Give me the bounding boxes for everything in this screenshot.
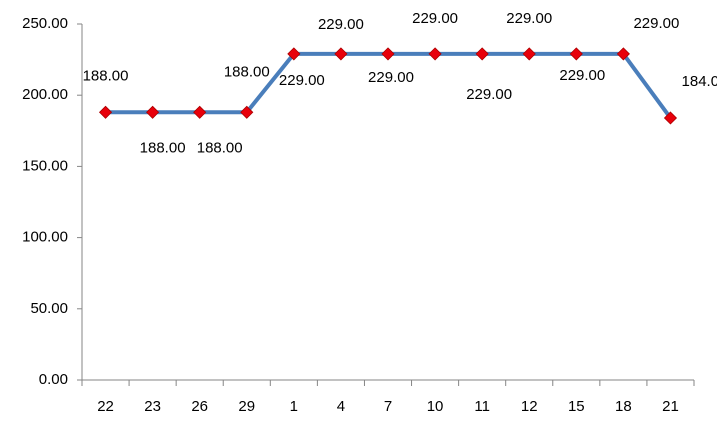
data-label: 229.00 <box>506 10 552 27</box>
marker <box>428 47 442 61</box>
data-label: 229.00 <box>559 67 605 84</box>
x-tick-label: 15 <box>568 398 585 415</box>
x-tick-label: 7 <box>384 398 392 415</box>
y-tick-label: 150.00 <box>22 157 68 174</box>
marker <box>146 105 160 119</box>
marker <box>334 47 348 61</box>
marker <box>381 47 395 61</box>
data-label: 229.00 <box>318 16 364 33</box>
x-tick-label: 1 <box>290 398 298 415</box>
data-label: 229.00 <box>633 15 679 32</box>
marker <box>287 47 301 61</box>
data-label: 188.00 <box>83 67 129 84</box>
marker <box>522 47 536 61</box>
marker <box>240 105 254 119</box>
y-tick-label: 250.00 <box>22 15 68 32</box>
x-tick-label: 4 <box>337 398 345 415</box>
marker <box>616 47 630 61</box>
x-tick-label: 22 <box>97 398 114 415</box>
x-tick-label: 23 <box>144 398 161 415</box>
x-tick-label: 12 <box>521 398 538 415</box>
data-label: 229.00 <box>466 86 512 103</box>
x-tick-label: 29 <box>238 398 255 415</box>
marker <box>569 47 583 61</box>
marker <box>663 111 678 125</box>
data-label: 229.00 <box>279 72 325 89</box>
marker <box>98 105 113 119</box>
marker <box>193 105 207 119</box>
x-tick-label: 21 <box>662 398 679 415</box>
data-label: 229.00 <box>412 10 458 27</box>
x-tick-label: 10 <box>427 398 444 415</box>
data-label: 184.00 <box>682 73 717 90</box>
data-label: 229.00 <box>368 69 414 86</box>
data-label: 188.00 <box>140 139 186 156</box>
y-tick-label: 100.00 <box>22 229 68 246</box>
line <box>105 51 673 120</box>
x-tick-label: 11 <box>474 398 490 415</box>
y-tick-label: 200.00 <box>22 86 68 103</box>
data-label: 188.00 <box>224 63 270 80</box>
data-label: 188.00 <box>197 139 243 156</box>
x-tick-label: 26 <box>191 398 208 415</box>
marker <box>475 47 489 61</box>
y-tick-label: 50.00 <box>30 300 68 317</box>
y-tick-label: 0.00 <box>39 371 68 388</box>
x-tick-label: 18 <box>615 398 632 415</box>
